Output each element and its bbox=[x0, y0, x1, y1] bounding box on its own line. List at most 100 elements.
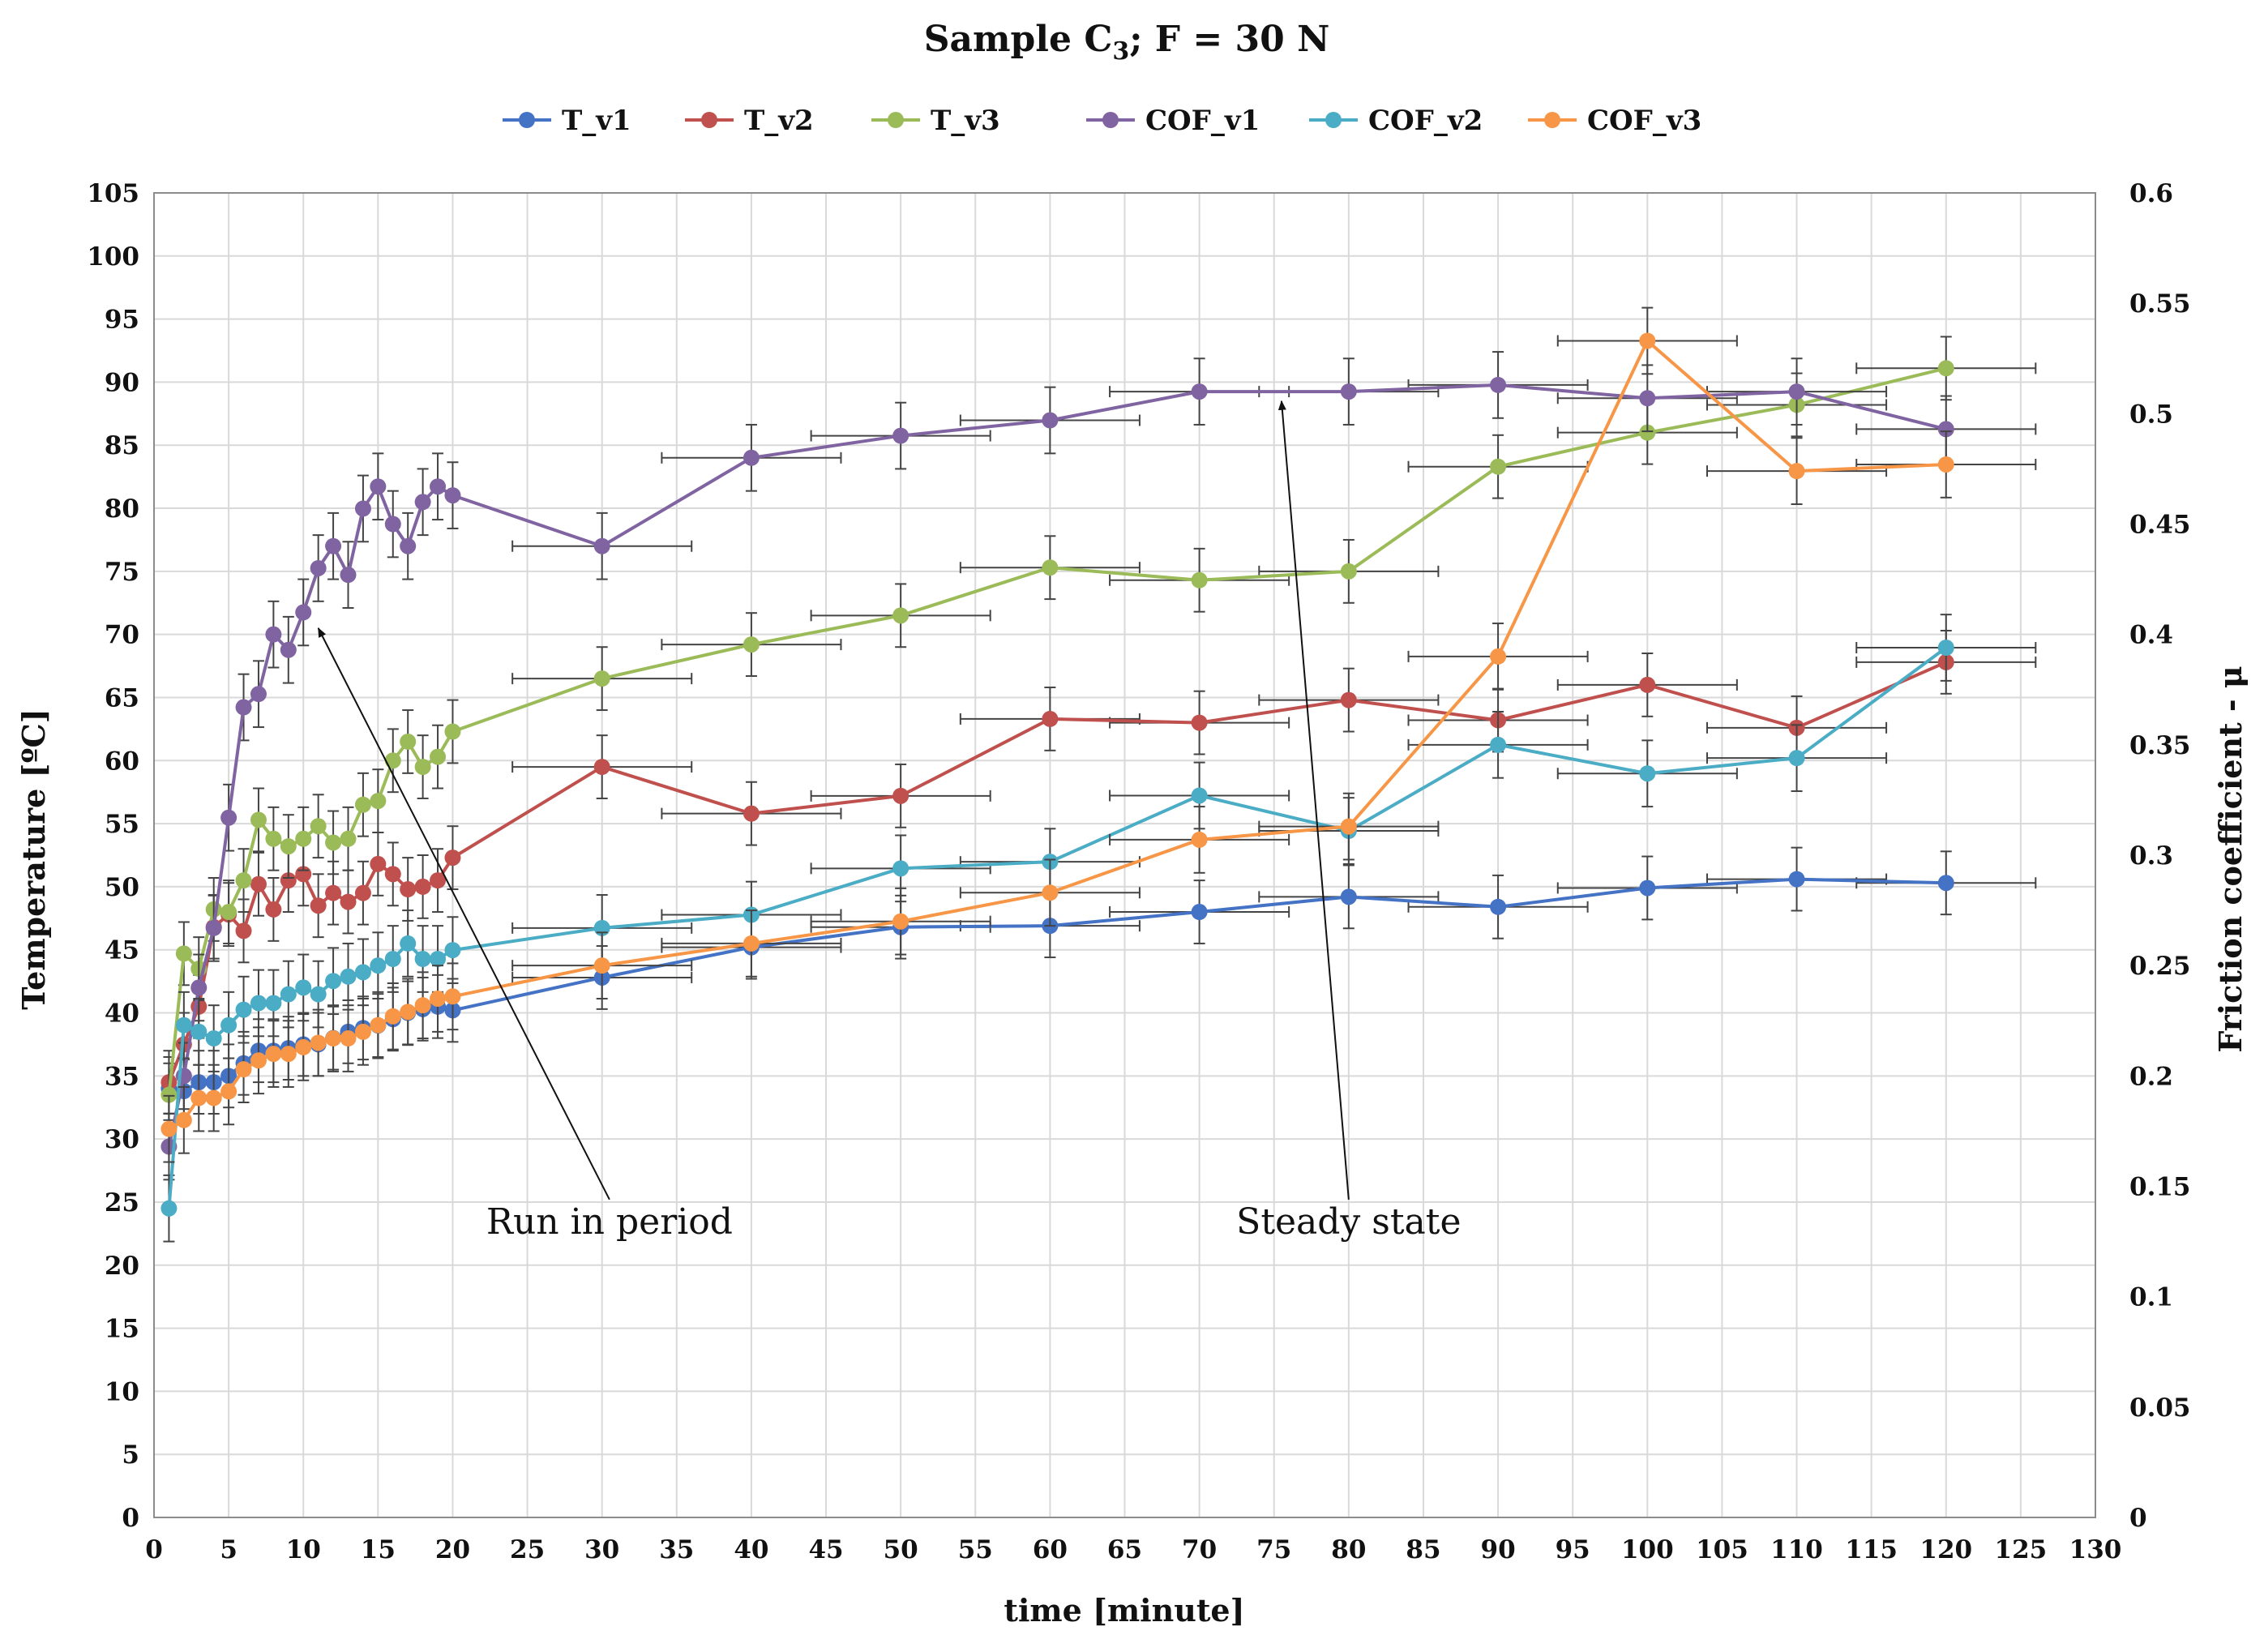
x-tick-label: 60 bbox=[1033, 1535, 1068, 1564]
data-point bbox=[1191, 787, 1208, 804]
data-point bbox=[205, 1089, 222, 1106]
y2-tick-label: 0.4 bbox=[2129, 621, 2173, 650]
x-tick-label: 5 bbox=[220, 1535, 238, 1564]
data-point bbox=[354, 884, 371, 901]
data-point bbox=[1788, 871, 1805, 888]
data-point bbox=[265, 626, 282, 643]
series-cof-v1 bbox=[160, 351, 2037, 1181]
annotation-arrow bbox=[317, 627, 610, 1200]
data-point bbox=[892, 787, 909, 804]
legend-label: COF_v3 bbox=[1587, 105, 1701, 137]
y-tick-label: 35 bbox=[105, 1062, 139, 1091]
y2-tick-label: 0.3 bbox=[2129, 841, 2173, 871]
x-tick-label: 25 bbox=[510, 1535, 545, 1564]
y-tick-label: 15 bbox=[105, 1315, 139, 1344]
legend: T_v1 T_v2 T_v3 COF_v1 COF_v2 COF_v3 bbox=[503, 105, 1701, 137]
y2-tick-label: 0.1 bbox=[2129, 1283, 2173, 1312]
data-point bbox=[325, 1030, 342, 1047]
data-point bbox=[593, 957, 610, 974]
data-point bbox=[892, 607, 909, 624]
data-point bbox=[1042, 710, 1059, 727]
y-tick-label: 90 bbox=[105, 368, 139, 397]
y-tick-label: 60 bbox=[105, 747, 139, 776]
x-tick-label: 10 bbox=[286, 1535, 321, 1564]
data-point bbox=[1490, 736, 1507, 753]
data-point bbox=[1490, 898, 1507, 915]
x-tick-label: 105 bbox=[1696, 1535, 1748, 1564]
chart-title: Sample C3; F = 30 N bbox=[924, 19, 1330, 66]
data-point bbox=[160, 1086, 178, 1103]
data-point bbox=[370, 855, 387, 872]
x-tick-label: 130 bbox=[2069, 1535, 2122, 1564]
data-point bbox=[1340, 888, 1357, 905]
series-cof-v3 bbox=[160, 306, 2037, 1163]
data-point bbox=[892, 427, 909, 444]
data-point bbox=[1490, 376, 1507, 393]
data-point bbox=[430, 872, 447, 889]
data-point bbox=[430, 748, 447, 765]
x-tick-label: 95 bbox=[1556, 1535, 1590, 1564]
data-point bbox=[1937, 456, 1954, 473]
data-point bbox=[340, 893, 357, 910]
data-point bbox=[370, 957, 387, 974]
y-tick-label: 80 bbox=[105, 494, 139, 524]
legend-label: COF_v1 bbox=[1145, 105, 1260, 137]
data-point bbox=[1490, 458, 1507, 475]
data-point bbox=[205, 1030, 222, 1047]
data-point bbox=[743, 449, 760, 466]
data-point bbox=[310, 818, 327, 835]
x-tick-label: 80 bbox=[1331, 1535, 1366, 1564]
data-point bbox=[295, 830, 312, 847]
data-point bbox=[892, 860, 909, 877]
y-tick-label: 30 bbox=[105, 1125, 139, 1154]
plot-frame bbox=[153, 192, 2096, 1518]
data-point bbox=[1639, 424, 1656, 441]
axes: 0510152025303540455055606570758085909510… bbox=[87, 179, 2190, 1564]
x-tick-label: 20 bbox=[435, 1535, 470, 1564]
y2-tick-label: 0.15 bbox=[2129, 1173, 2191, 1202]
data-point bbox=[325, 537, 342, 554]
data-point bbox=[220, 809, 238, 826]
data-point bbox=[190, 979, 208, 996]
data-point bbox=[354, 1023, 371, 1040]
data-point bbox=[340, 830, 357, 847]
y-tick-label: 5 bbox=[122, 1440, 139, 1470]
data-point bbox=[1191, 904, 1208, 921]
data-point bbox=[295, 604, 312, 621]
data-point bbox=[370, 793, 387, 810]
x-tick-label: 45 bbox=[808, 1535, 843, 1564]
data-point bbox=[1191, 571, 1208, 588]
data-point bbox=[235, 872, 252, 889]
data-point bbox=[235, 699, 252, 716]
data-point bbox=[593, 670, 610, 687]
data-point bbox=[280, 641, 297, 658]
data-point bbox=[220, 1083, 238, 1100]
data-point bbox=[743, 805, 760, 822]
data-point bbox=[1639, 879, 1656, 897]
data-point bbox=[250, 811, 267, 828]
annotation-arrow bbox=[1278, 400, 1350, 1200]
data-point bbox=[235, 922, 252, 939]
legend-marker bbox=[888, 112, 904, 128]
legend-marker bbox=[1544, 112, 1560, 128]
data-point bbox=[1937, 640, 1954, 657]
series-line bbox=[169, 877, 1946, 1093]
y-tick-label: 50 bbox=[105, 873, 139, 902]
y-tick-label: 75 bbox=[105, 558, 139, 587]
data-point bbox=[1490, 648, 1507, 665]
data-point bbox=[444, 723, 461, 740]
data-point bbox=[295, 1038, 312, 1055]
x-tick-label: 50 bbox=[884, 1535, 918, 1564]
data-point bbox=[265, 901, 282, 918]
data-point bbox=[1191, 714, 1208, 731]
data-point bbox=[310, 1034, 327, 1051]
data-point bbox=[384, 1008, 401, 1025]
data-point bbox=[444, 988, 461, 1005]
data-point bbox=[370, 1016, 387, 1034]
x-tick-label: 75 bbox=[1256, 1535, 1291, 1564]
data-point bbox=[265, 830, 282, 847]
data-point bbox=[1937, 875, 1954, 892]
data-point bbox=[190, 1089, 208, 1106]
data-point bbox=[1340, 383, 1357, 400]
data-point bbox=[400, 733, 417, 750]
